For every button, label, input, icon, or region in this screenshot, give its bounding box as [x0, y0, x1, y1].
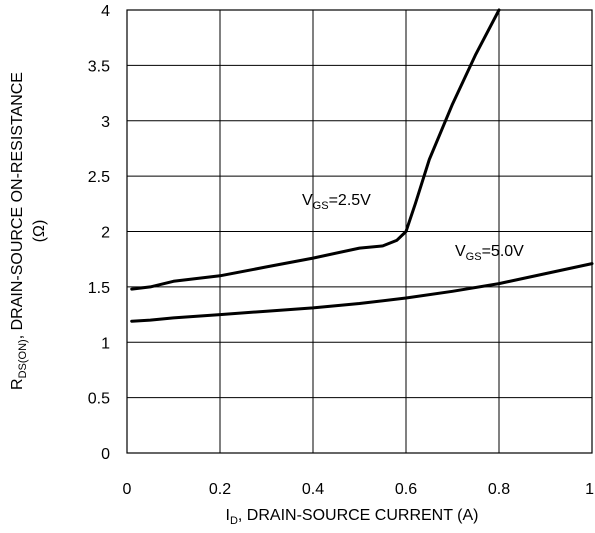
y-tick-label: 0.5 — [88, 391, 110, 408]
grid — [126, 9, 593, 454]
y-tick-label: 2 — [101, 225, 110, 242]
x-axis-title: ID, DRAIN-SOURCE CURRENT (A) — [225, 507, 478, 527]
x-tick-label: 0.6 — [395, 481, 417, 498]
y-axis-title: RDS(ON), DRAIN-SOURCE ON-RESISTANCE — [9, 72, 29, 390]
series-label-vgs-5-0v: VGS=5.0V — [455, 243, 524, 263]
series-lines — [130, 8, 594, 323]
y-tick-label: 1 — [101, 335, 110, 352]
y-tick-label: 4 — [101, 3, 110, 20]
y-tick-label: 2.5 — [88, 169, 110, 186]
x-tick-label: 0 — [123, 481, 132, 498]
series-label-vgs-2-5v: VGS=2.5V — [302, 192, 371, 212]
y-tick-label: 0 — [101, 446, 110, 463]
y-tick-label: 1.5 — [88, 280, 110, 297]
x-tick-label: 1 — [585, 481, 594, 498]
x-tick-label: 0.4 — [302, 481, 324, 498]
y-tick-label: 3.5 — [88, 58, 110, 75]
y-axis-title-unit: (Ω) — [31, 220, 48, 243]
x-tick-label: 0.2 — [209, 481, 231, 498]
x-tick-label: 0.8 — [488, 481, 510, 498]
series-line-vgs-5-0v — [130, 262, 594, 323]
y-tick-label: 3 — [101, 114, 110, 131]
series-line-vgs-2-5v — [130, 8, 501, 291]
x-tick-labels: 0 0.2 0.4 0.6 0.8 1 — [123, 481, 595, 498]
y-tick-labels: 0 0.5 1 1.5 2 2.5 3 3.5 4 — [88, 3, 110, 463]
plot-frame — [126, 9, 593, 454]
